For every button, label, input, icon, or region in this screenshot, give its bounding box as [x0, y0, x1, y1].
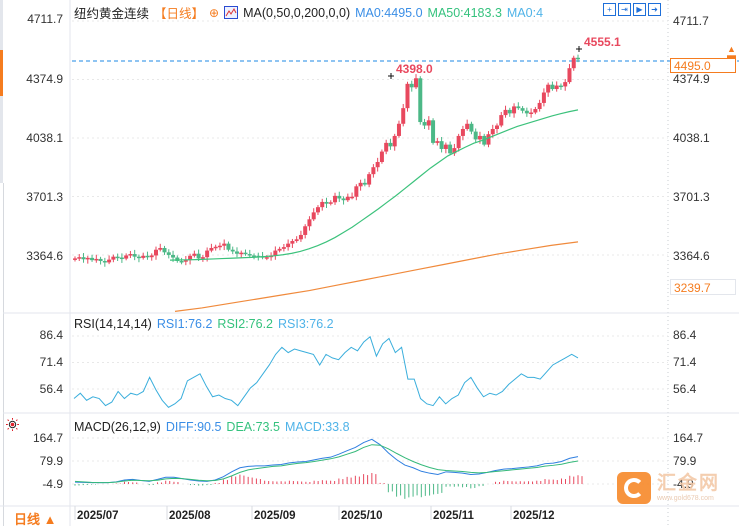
y-axis-right-label: 4374.9 — [673, 72, 710, 86]
peak-label: 4398.0 — [396, 62, 433, 76]
watermark-name: 汇金网 — [657, 472, 721, 494]
target-icon[interactable]: ⊕ — [209, 5, 220, 20]
period-selector-button[interactable]: 日线 ▲ — [14, 512, 57, 527]
instrument-title: 纽约黄金连续 — [74, 7, 150, 21]
watermark-logo: 汇金网 www.gold678.com — [617, 470, 739, 506]
dea-value: DEA:73.5 — [226, 420, 280, 434]
y-axis-right-label: 4038.1 — [673, 131, 710, 145]
rsi2-value: RSI2:76.2 — [217, 317, 274, 331]
diff-value: DIFF:90.5 — [165, 420, 222, 434]
fit-icon[interactable]: ⇥ — [618, 3, 631, 16]
crosshair-icon[interactable]: + — [603, 3, 616, 16]
rsi3-value: RSI3:76.2 — [278, 317, 334, 331]
rsi-axis-left-label: 86.4 — [39, 328, 63, 342]
active-marker — [0, 50, 3, 96]
y-axis-left-label: 4374.9 — [26, 72, 63, 86]
play-icon[interactable]: ▶ — [633, 3, 646, 16]
x-axis-label: 2025/11 — [433, 510, 474, 522]
y-axis-right-label: 3364.6 — [673, 249, 710, 263]
rsi-axis-left-label: 56.4 — [39, 382, 63, 396]
macd-axis-right-label: -4.9 — [673, 477, 694, 491]
macd-axis-left-label: 164.7 — [32, 431, 63, 445]
rsi-name[interactable]: RSI(14,14,14) — [74, 317, 152, 331]
chart-toolbar: + ⇥ ▶ ➜ — [603, 3, 661, 16]
ma0b-value: MA0:4 — [506, 5, 544, 20]
rsi1-value: RSI1:76.2 — [156, 317, 213, 331]
left-panel-edge — [0, 0, 4, 526]
y-axis-left-label: 3701.3 — [26, 190, 63, 204]
price-panel-header: 纽约黄金连续 【日线】 ⊕ MA(0,50,0,200,0,0) MA0:449… — [74, 3, 543, 22]
ma200-price-tag: 3239.7 — [670, 279, 736, 295]
left-panel-lower — [0, 183, 4, 526]
indicator-chart-icon[interactable] — [224, 6, 239, 19]
settings-sun-icon[interactable] — [6, 418, 19, 431]
macd-axis-left-label: 79.9 — [39, 454, 63, 468]
macd-name[interactable]: MACD(26,12,9) — [74, 420, 161, 434]
scroll-up-icon[interactable]: ▲ ▬ — [727, 44, 736, 60]
current-price-tag: 4495.0 — [670, 58, 736, 73]
goto-end-icon[interactable]: ➜ — [648, 3, 661, 16]
x-axis-label: 2025/08 — [169, 510, 211, 522]
period-label[interactable]: 【日线】 — [154, 7, 205, 21]
x-axis-label: 2025/10 — [341, 510, 383, 522]
rsi-axis-right-label: 56.4 — [673, 382, 697, 396]
macd-panel-header: MACD(26,12,9) DIFF:90.5 DEA:73.5 MACD:33… — [74, 420, 350, 434]
macd-value: MACD:33.8 — [284, 420, 350, 434]
watermark-url: www.gold678.com — [657, 494, 714, 502]
x-axis-label: 2025/09 — [254, 510, 296, 522]
y-axis-right-label: 4711.7 — [673, 14, 709, 28]
rsi-panel-header: RSI(14,14,14) RSI1:76.2 RSI2:76.2 RSI3:7… — [74, 317, 334, 331]
rsi-axis-left-label: 71.4 — [39, 355, 63, 369]
y-axis-right-label: 3701.3 — [673, 190, 710, 204]
ma0-value: MA0:4495.0 — [355, 5, 423, 20]
y-axis-left-label: 3364.6 — [26, 249, 63, 263]
macd-axis-right-label: 79.9 — [673, 454, 697, 468]
macd-axis-right-label: 164.7 — [673, 431, 704, 445]
ma50-value: MA50:4183.3 — [427, 5, 502, 20]
rsi-axis-right-label: 71.4 — [673, 355, 697, 369]
peak-label: 4555.1 — [584, 35, 621, 49]
y-axis-left-label: 4038.1 — [26, 131, 63, 145]
ma-indicator-label[interactable]: MA(0,50,0,200,0,0) — [243, 5, 351, 20]
x-axis-label: 2025/07 — [77, 510, 119, 522]
rsi-axis-right-label: 86.4 — [673, 328, 697, 342]
logo-icon — [617, 472, 651, 504]
x-axis-label: 2025/12 — [513, 510, 555, 522]
macd-axis-left-label: -4.9 — [42, 477, 63, 491]
y-axis-left-label: 4711.7 — [27, 12, 63, 26]
